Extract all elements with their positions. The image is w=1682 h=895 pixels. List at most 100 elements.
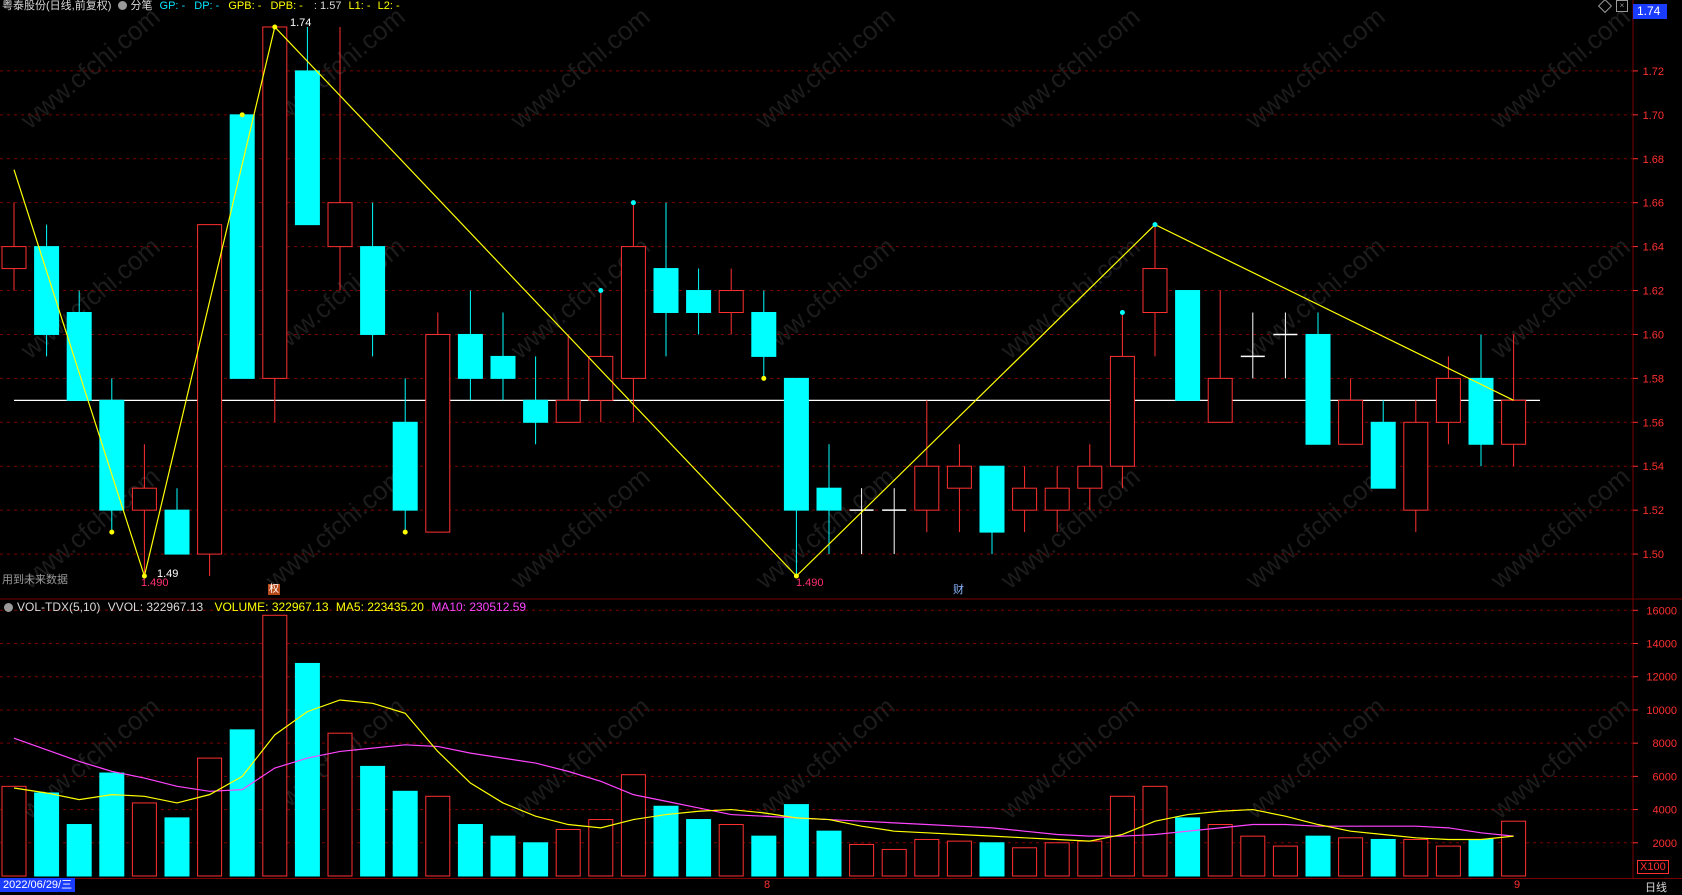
low-label-1b: 1.490 — [141, 577, 169, 589]
candle-body — [523, 399, 549, 423]
watermark-text: www.cfchi.com — [504, 461, 656, 595]
volume-bar — [1468, 838, 1494, 877]
candle-body — [1012, 487, 1038, 511]
indicator-toggle-icon[interactable] — [4, 603, 13, 612]
candle — [783, 377, 809, 577]
candle-body — [1142, 268, 1168, 313]
price-tick-label: 1.50 — [1643, 549, 1664, 561]
candle — [1435, 356, 1461, 445]
price-tick-label: 1.70 — [1643, 110, 1664, 122]
watermark-text: www.cfchi.com — [749, 461, 901, 595]
candle — [34, 224, 60, 357]
candle — [197, 224, 223, 577]
price-tick-label: 1.58 — [1643, 373, 1664, 385]
signal-dot — [109, 529, 115, 535]
volume-bar — [686, 819, 712, 877]
price-axis: 1.50 1.52 1.54 1.56 1.58 1.60 1.62 1.64 1.66 1.68… — [1633, 66, 1664, 561]
price-tick-label: 1.68 — [1643, 154, 1664, 166]
candle-body — [457, 333, 483, 379]
ma10-value: MA10: 230512.59 — [431, 600, 527, 614]
volume-bars — [1, 614, 1527, 877]
volume-bar — [620, 774, 646, 877]
volume-bar — [1, 785, 27, 877]
watermark-text: www.cfchi.com — [1484, 691, 1636, 825]
mode-label[interactable]: 分笔 — [130, 0, 153, 12]
candle — [131, 444, 157, 577]
candle-body — [783, 377, 809, 511]
volume-bar — [914, 838, 940, 877]
watermark-text: www.cfchi.com — [749, 691, 901, 825]
ma10-line — [13, 737, 1514, 837]
signal-dot — [239, 112, 245, 118]
candle-body — [327, 202, 353, 248]
stock-title[interactable]: 粤泰股份(日线,前复权) — [2, 0, 112, 12]
candle-body — [979, 465, 1005, 533]
zigzag-line — [13, 24, 1514, 579]
candle-body — [1077, 465, 1103, 489]
volume-bar — [849, 843, 875, 877]
volume-bar — [490, 835, 516, 877]
volume-header: VOL-TDX(5,10) VVOL: 322967.13 VOLUME: 32… — [4, 601, 526, 615]
candle — [816, 444, 842, 555]
volume-tick-label: 10000 — [1646, 705, 1677, 717]
volume-bar — [457, 824, 483, 877]
close-panel-icon[interactable]: × — [1616, 0, 1628, 12]
volume-bar — [653, 805, 679, 877]
candle — [523, 356, 549, 445]
candle — [1109, 312, 1135, 489]
price-tick-label: 1.66 — [1643, 198, 1664, 210]
current-price-badge: 1.74 — [1633, 4, 1667, 19]
volume-tick-label: 16000 — [1646, 605, 1677, 617]
volume-bar — [979, 842, 1005, 877]
candle-body — [653, 268, 679, 313]
candle-body — [751, 311, 777, 357]
low-label-2: 1.490 — [796, 577, 824, 589]
finance-marker[interactable]: 财 — [953, 584, 964, 596]
start-date-label: 2022/06/29/三 — [0, 878, 76, 892]
volume-tick-label: 2000 — [1653, 838, 1677, 850]
volume-bar — [229, 729, 255, 877]
candle — [1370, 400, 1396, 489]
candle-body — [294, 70, 320, 226]
candle — [99, 378, 125, 533]
volume-indicator-title[interactable]: VOL-TDX(5,10) — [17, 600, 101, 614]
candles — [1, 26, 1527, 577]
price-tick-label: 1.72 — [1643, 66, 1664, 78]
watermark-text: www.cfchi.com — [1239, 461, 1391, 595]
footer-bar — [0, 878, 1682, 894]
volume-bar — [392, 790, 418, 877]
candle-body — [1403, 421, 1429, 511]
candle — [1077, 444, 1103, 511]
period-button[interactable]: 日线 — [1645, 882, 1667, 894]
candle-body — [686, 290, 712, 313]
price-tick-label: 1.56 — [1643, 417, 1664, 429]
candle-body — [99, 399, 125, 511]
weight-marker[interactable]: 权 — [268, 584, 280, 595]
candle — [457, 290, 483, 401]
candle-body — [1305, 333, 1331, 445]
volume-value: VOLUME: 322967.13 — [214, 600, 329, 614]
volume-bar — [946, 840, 972, 877]
candle-body — [34, 246, 60, 335]
candle — [1175, 290, 1201, 401]
candle-body — [66, 311, 92, 401]
candle — [914, 400, 940, 533]
candle-body — [718, 290, 744, 313]
candle-body — [555, 399, 581, 423]
volume-bar — [327, 732, 353, 877]
mode-toggle-icon[interactable] — [118, 1, 128, 10]
candle — [1305, 312, 1331, 445]
price-tick-label: 1.60 — [1643, 329, 1664, 341]
volume-bar — [1077, 840, 1103, 877]
candle — [1338, 378, 1364, 445]
candle — [1142, 224, 1168, 357]
low-label-1: 1.49 — [157, 568, 179, 580]
volume-bar — [197, 757, 223, 877]
candle-body — [229, 114, 255, 379]
volume-tick-label: 4000 — [1653, 805, 1677, 817]
volume-bar — [588, 819, 614, 877]
candle-body — [914, 465, 940, 511]
candle — [620, 202, 646, 423]
candle-body — [164, 509, 190, 555]
